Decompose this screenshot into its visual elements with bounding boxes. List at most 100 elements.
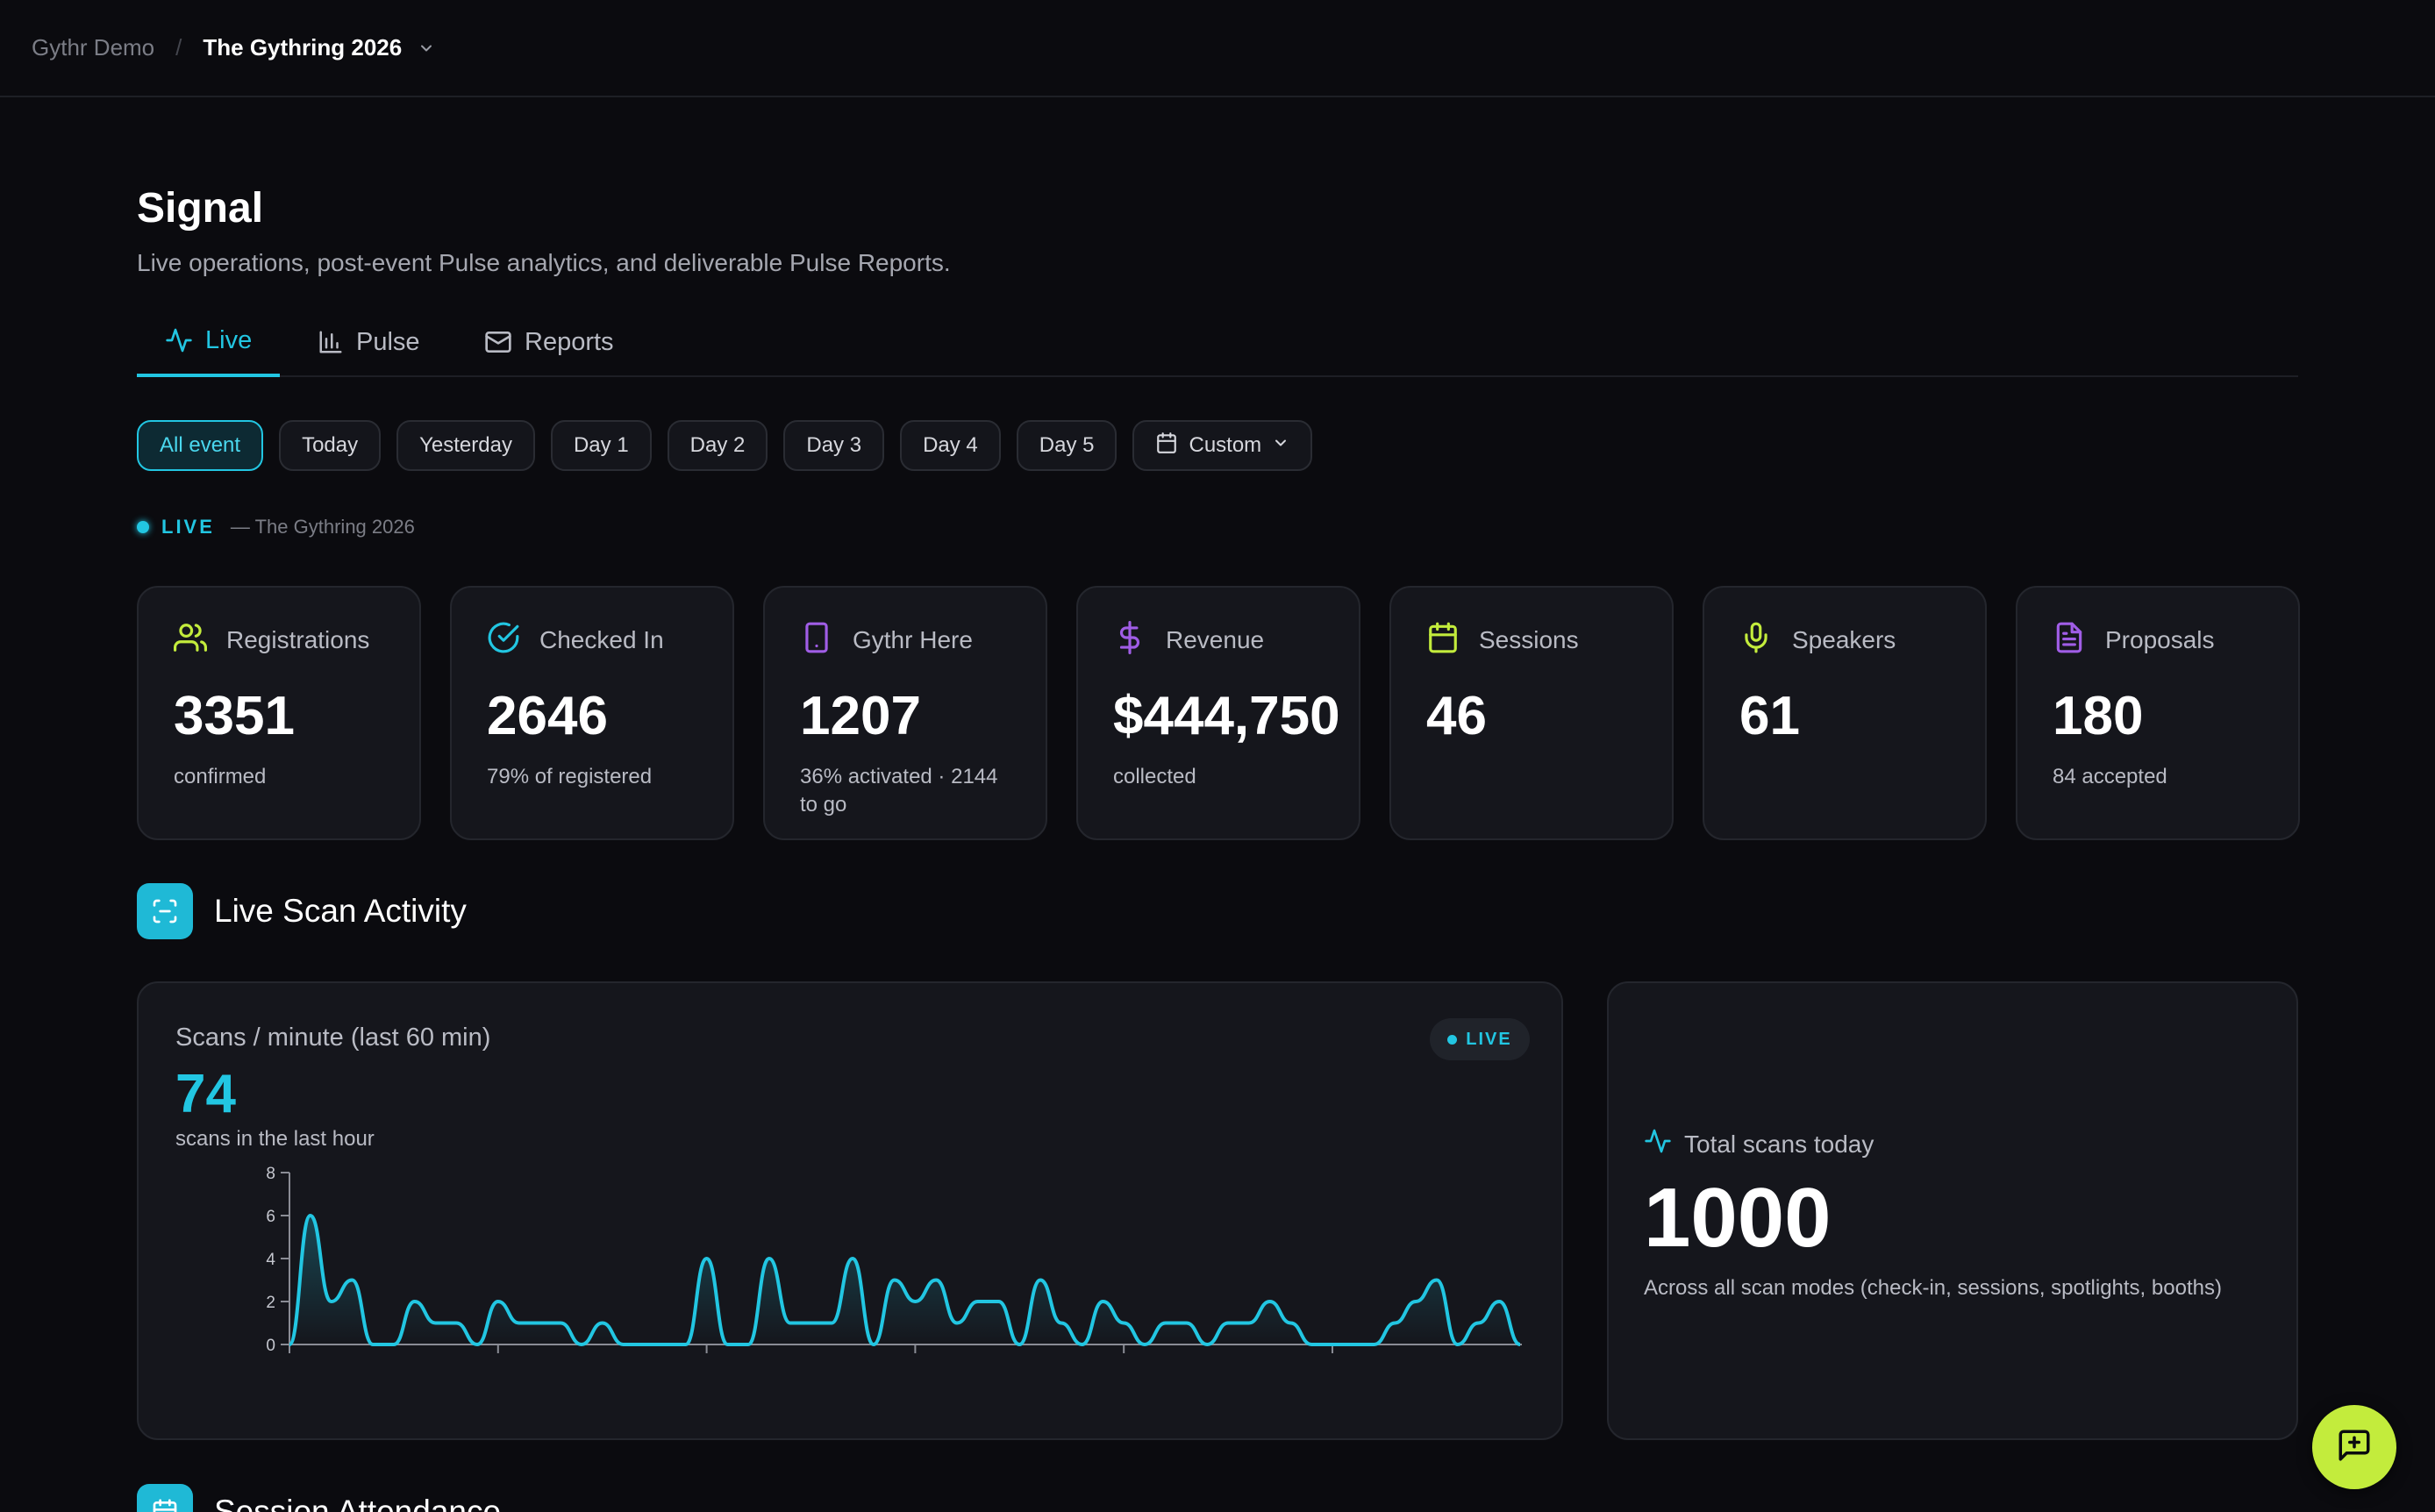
- stat-card-revenue[interactable]: Revenue $444,750 collected: [1076, 586, 1360, 840]
- custom-range-dropdown[interactable]: Custom: [1132, 420, 1313, 471]
- stat-card-sessions[interactable]: Sessions 46: [1389, 586, 1674, 840]
- stat-value: 61: [1739, 686, 1800, 746]
- feedback-button[interactable]: [2312, 1405, 2396, 1489]
- stat-card-gythr-here[interactable]: Gythr Here 1207 36% activated · 2144 to …: [763, 586, 1047, 840]
- scans-chart: 0 2 4 6 8: [266, 1165, 1522, 1355]
- data-point: [1351, 1342, 1356, 1347]
- data-point: [1267, 1299, 1273, 1304]
- data-point: [975, 1299, 981, 1304]
- data-point: [1100, 1299, 1105, 1304]
- data-point: [517, 1321, 522, 1326]
- data-point: [1496, 1299, 1502, 1304]
- event-selector[interactable]: The Gythring 2026: [203, 34, 403, 61]
- data-point: [1392, 1321, 1397, 1326]
- chevron-down-icon: [1272, 433, 1289, 458]
- data-point: [287, 1342, 292, 1347]
- stat-label: Sessions: [1479, 626, 1579, 653]
- scan-icon: [137, 883, 193, 939]
- stat-card-proposals[interactable]: Proposals 180 84 accepted: [2016, 586, 2300, 840]
- data-point: [912, 1299, 918, 1304]
- data-point: [1246, 1321, 1252, 1326]
- page-subtitle: Live operations, post-event Pulse analyt…: [137, 249, 951, 276]
- tab-live[interactable]: Live: [137, 307, 281, 377]
- stat-cards: Registrations 3351 confirmed Checked In …: [137, 586, 2300, 840]
- filter-chip-day-1[interactable]: Day 1: [550, 420, 652, 471]
- breadcrumb-root[interactable]: Gythr Demo: [32, 34, 155, 61]
- filter-chip-day-3[interactable]: Day 3: [783, 420, 885, 471]
- data-point: [412, 1299, 418, 1304]
- data-point: [370, 1342, 375, 1347]
- scans-per-minute-card: 0 2 4 6 8 Scans / minute (last 60 min) 74 sc…: [137, 981, 1563, 1440]
- data-point: [1434, 1278, 1439, 1283]
- filter-chip-yesterday[interactable]: Yesterday: [396, 420, 535, 471]
- data-point: [892, 1278, 897, 1283]
- data-point: [475, 1342, 480, 1347]
- tab-reports[interactable]: Reports: [456, 307, 642, 377]
- data-point: [1142, 1342, 1147, 1347]
- smartphone-icon: [800, 621, 833, 660]
- stat-label: Revenue: [1166, 626, 1265, 653]
- data-point: [1288, 1321, 1293, 1326]
- data-point: [349, 1278, 354, 1283]
- data-point: [1475, 1321, 1481, 1326]
- stat-sub: confirmed: [174, 765, 267, 788]
- stat-label: Checked In: [539, 626, 664, 653]
- data-point: [558, 1321, 563, 1326]
- data-point: [308, 1213, 313, 1218]
- live-event-name: — The Gythring 2026: [230, 516, 415, 538]
- calendar-icon: [1155, 431, 1178, 460]
- stat-value: 2646: [487, 686, 608, 746]
- data-point: [620, 1342, 625, 1347]
- data-point: [1163, 1321, 1168, 1326]
- data-point: [600, 1321, 605, 1326]
- data-point: [996, 1299, 1002, 1304]
- calendar-icon: [137, 1484, 193, 1512]
- chart-title: Scans / minute (last 60 min): [175, 1023, 491, 1052]
- total-scans-value: 1000: [1644, 1171, 1832, 1265]
- stat-card-speakers[interactable]: Speakers 61: [1703, 586, 1987, 840]
- data-point: [1204, 1342, 1210, 1347]
- total-scans-card: Total scans today 1000 Across all scan m…: [1607, 981, 2298, 1440]
- page-title: Signal: [137, 185, 264, 232]
- data-point: [850, 1256, 855, 1261]
- mic-icon: [1739, 621, 1773, 660]
- stat-label: Speakers: [1792, 626, 1896, 653]
- data-point: [1372, 1342, 1377, 1347]
- filter-chip-today[interactable]: Today: [279, 420, 382, 471]
- stat-card-registrations[interactable]: Registrations 3351 confirmed: [137, 586, 421, 840]
- message-plus-icon: [2336, 1427, 2373, 1468]
- tab-pulse[interactable]: Pulse: [289, 307, 448, 377]
- filter-chip-day-4[interactable]: Day 4: [900, 420, 1001, 471]
- data-point: [662, 1342, 668, 1347]
- stat-value: 46: [1426, 686, 1487, 746]
- filter-chip-all-event[interactable]: All event: [137, 420, 264, 471]
- tab-bar: Live Pulse Reports: [137, 307, 2298, 377]
- tab-label: Reports: [525, 327, 614, 356]
- data-point: [829, 1321, 834, 1326]
- y-tick-label: 0: [266, 1337, 275, 1355]
- data-point: [579, 1342, 584, 1347]
- total-scans-label: Total scans today: [1684, 1130, 1874, 1158]
- y-tick-label: 6: [266, 1208, 275, 1226]
- data-point: [1455, 1342, 1460, 1347]
- mail-icon: [484, 328, 512, 356]
- data-point: [808, 1321, 813, 1326]
- data-point: [1017, 1342, 1022, 1347]
- filter-chip-day-2[interactable]: Day 2: [667, 420, 768, 471]
- data-point: [641, 1342, 646, 1347]
- dollar-icon: [1113, 620, 1146, 660]
- live-label: LIVE: [161, 516, 215, 538]
- live-dot-icon: [1447, 1034, 1458, 1045]
- stat-sub: 36% activated · 2144 to go: [800, 765, 998, 817]
- stat-label: Gythr Here: [853, 626, 973, 653]
- live-badge: LIVE: [1430, 1018, 1530, 1060]
- data-point: [725, 1342, 730, 1347]
- stat-card-checked-in[interactable]: Checked In 2646 79% of registered: [450, 586, 734, 840]
- chevron-down-icon[interactable]: [418, 39, 435, 57]
- stat-sub: 84 accepted: [2053, 765, 2167, 788]
- stat-label: Registrations: [226, 626, 370, 653]
- data-point: [432, 1321, 438, 1326]
- filter-chip-day-5[interactable]: Day 5: [1016, 420, 1118, 471]
- section-session-attendance: Session Attendance: [137, 1484, 501, 1512]
- data-point: [496, 1299, 501, 1304]
